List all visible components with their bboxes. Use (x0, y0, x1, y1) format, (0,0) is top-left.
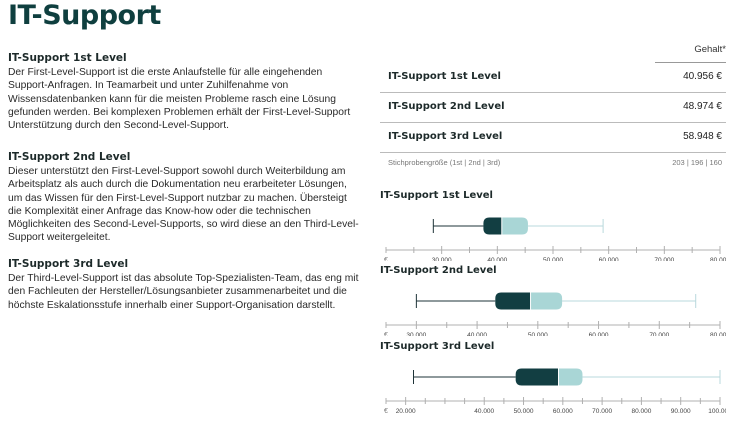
row-value: 58.948 € (683, 131, 722, 142)
tick-label: 80.000 (710, 257, 726, 261)
sample-size-label: Stichprobengröße (1st | 2nd | 3rd) (388, 158, 501, 167)
chart-title: IT-Support 1st Level (380, 190, 493, 201)
tick-label: 70.000 (649, 332, 669, 336)
tick-label: 50.000 (543, 257, 563, 261)
section-text: Der Third-Level-Support ist das absolute… (8, 273, 359, 311)
table-row: IT-Support 2nd Level 48.974 € (380, 94, 726, 123)
tick-label: 40.000 (474, 408, 494, 415)
sample-size-values: 203 | 196 | 160 (672, 158, 722, 167)
table-row: IT-Support 1st Level 40.956 € (380, 64, 726, 93)
tick-label: 70.000 (654, 257, 674, 261)
tick-label: 60.000 (553, 408, 573, 415)
salary-column-header: Gehalt* (694, 44, 726, 55)
boxplot-2nd-level: IT-Support 2nd Level 30.000 40.000 50.000 6… (380, 265, 726, 336)
row-label: IT-Support 2nd Level (388, 101, 505, 112)
tick-label: 80.000 (631, 408, 651, 415)
row-value: 40.956 € (683, 71, 722, 82)
page-title: IT-Support (8, 0, 161, 31)
row-label: IT-Support 1st Level (388, 71, 501, 82)
section-heading: IT-Support 3rd Level (8, 258, 129, 270)
box-upper-half (558, 368, 583, 386)
currency-label: € (384, 257, 388, 261)
row-value: 48.974 € (683, 101, 722, 112)
tick-label: 60.000 (589, 332, 609, 336)
tick-label: 50.000 (528, 332, 548, 336)
tick-label: 70.000 (592, 408, 612, 415)
boxplot-svg: 30.000 40.000 50.000 60.000 70.000 80.000 € (384, 292, 726, 336)
header-divider (655, 62, 726, 63)
currency-label: € (384, 332, 388, 336)
section-1st-level: IT-Support 1st Level Der First-Level-Sup… (8, 52, 360, 132)
tick-label: 40.000 (467, 332, 487, 336)
table-row: IT-Support 3rd Level 58.948 € (380, 124, 726, 153)
tick-label: 30.000 (432, 257, 452, 261)
tick-label: 90.000 (671, 408, 691, 415)
box-lower-half (483, 217, 502, 235)
tick-label: 40.000 (487, 257, 507, 261)
tick-label: 30.000 (406, 332, 426, 336)
section-heading: IT-Support 1st Level (8, 52, 127, 64)
section-text: Der First-Level-Support ist die erste An… (8, 67, 351, 132)
chart-title: IT-Support 2nd Level (380, 265, 497, 276)
chart-title: IT-Support 3rd Level (380, 341, 495, 352)
section-heading: IT-Support 2nd Level (8, 151, 131, 163)
tick-label: 100.000 (708, 408, 726, 415)
box-lower-half (515, 368, 559, 386)
tick-label: 50.000 (514, 408, 534, 415)
currency-label: € (384, 408, 388, 415)
tick-label: 80.000 (710, 332, 726, 336)
box-upper-half (501, 217, 528, 235)
box-lower-half (495, 292, 531, 310)
boxplot-3rd-level: IT-Support 3rd Level 20.000 40.000 50.000 6… (380, 341, 726, 422)
boxplot-1st-level: IT-Support 1st Level 30.000 40.000 50.000 6… (380, 190, 726, 261)
section-2nd-level: IT-Support 2nd Level Dieser unterstützt … (8, 151, 360, 245)
row-label: IT-Support 3rd Level (388, 131, 503, 142)
boxplot-svg: 30.000 40.000 50.000 60.000 70.000 80.000 € (384, 217, 726, 261)
boxplot-svg: 20.000 40.000 50.000 60.000 70.000 80.000 90.0… (384, 368, 726, 415)
section-text: Dieser unterstützt den First-Level-Suppo… (8, 166, 359, 244)
box-upper-half (530, 292, 563, 310)
tick-label: 60.000 (599, 257, 619, 261)
tick-label: 20.000 (396, 408, 416, 415)
section-3rd-level: IT-Support 3rd Level Der Third-Level-Sup… (8, 258, 360, 312)
